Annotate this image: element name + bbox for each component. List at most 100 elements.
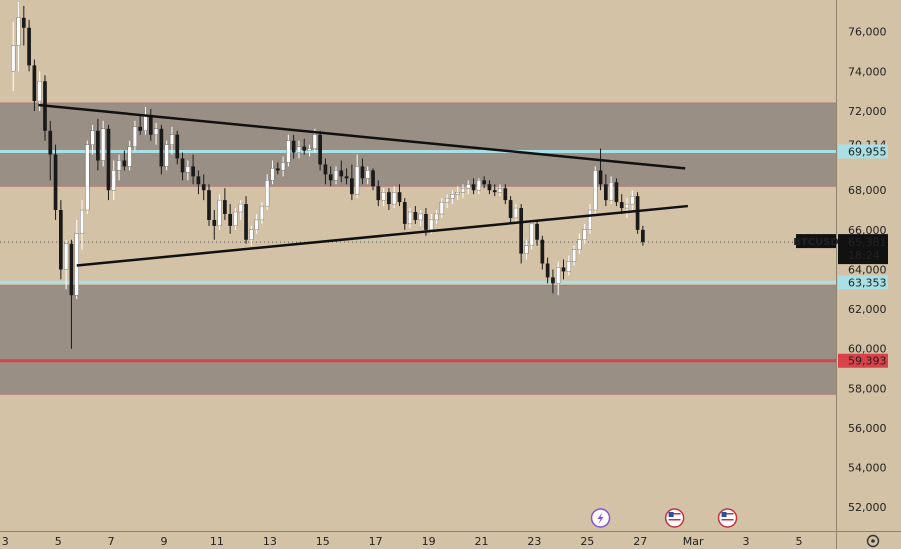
candle-body <box>169 134 174 145</box>
candle-body <box>418 213 423 221</box>
candle-body <box>238 203 243 213</box>
y-tick-label: 72,000 <box>848 105 887 118</box>
resistance-line-tag-label: 69,955 <box>848 145 887 158</box>
candle-body <box>434 213 439 221</box>
candle-body <box>535 223 539 240</box>
candle-body <box>80 209 85 234</box>
x-tick-label: 17 <box>369 535 383 548</box>
flag-stripe <box>721 513 734 515</box>
candle-body <box>228 213 233 226</box>
candle-body <box>48 130 53 155</box>
y-tick-label: 68,000 <box>848 184 887 197</box>
stop-line-tag-label: 59,393 <box>848 355 887 368</box>
stop-line-tag <box>838 353 888 368</box>
x-tick-label: 3 <box>2 535 9 548</box>
candle-body <box>587 209 592 230</box>
candle-body <box>270 168 275 181</box>
flag-stripe <box>721 519 734 521</box>
candle-body <box>603 184 608 201</box>
flag-canton <box>721 512 727 517</box>
candle-body <box>328 174 333 181</box>
candle-body <box>466 184 471 189</box>
candle-body <box>392 192 397 205</box>
descending-trendline[interactable] <box>38 103 686 170</box>
x-tick-label: 23 <box>527 535 541 548</box>
candle-body <box>582 229 587 240</box>
candle-body <box>154 128 159 135</box>
gear-icon[interactable] <box>866 534 880 548</box>
us-flag-event-icon[interactable] <box>664 508 685 528</box>
candle-body <box>339 170 344 177</box>
x-tick-label: 11 <box>210 535 224 548</box>
candle-body <box>529 223 534 246</box>
candle-body <box>524 245 529 254</box>
candle-body <box>117 160 122 171</box>
candle-body <box>127 146 132 167</box>
candle-body <box>519 208 524 254</box>
candle-body <box>64 243 69 270</box>
candle-body <box>508 200 513 218</box>
candle-body <box>286 140 291 163</box>
x-tick-label: 15 <box>316 535 330 548</box>
y-tick-label: 74,000 <box>848 65 887 78</box>
candle-body <box>223 200 227 214</box>
ascending-trendline[interactable] <box>76 204 688 267</box>
candle-body <box>281 162 286 171</box>
y-tick-label: 66,000 <box>848 224 887 237</box>
x-tick-label: Mar <box>683 535 704 548</box>
y-tick-label: 64,000 <box>848 263 887 276</box>
candle-body <box>619 202 624 209</box>
candle-body <box>429 219 434 230</box>
candle-body <box>413 212 418 220</box>
last-price-tag <box>838 234 888 265</box>
candle-body <box>302 146 307 151</box>
candle-body <box>365 170 370 179</box>
candle-body <box>249 229 254 240</box>
candle-body <box>175 134 180 159</box>
candle-body <box>164 144 169 167</box>
candle-body <box>101 128 106 161</box>
flag-stripe <box>721 522 734 524</box>
candle-body <box>148 114 153 135</box>
candle-body <box>196 176 201 185</box>
candle-body <box>143 114 148 131</box>
candle-body <box>439 201 444 215</box>
us-flag-event-icon[interactable] <box>717 508 738 528</box>
candle-body <box>21 17 26 28</box>
candle-body <box>85 144 90 211</box>
candle-body <box>424 213 428 230</box>
candle-body <box>275 168 280 171</box>
candle-body <box>37 81 42 102</box>
candle-body <box>11 45 16 72</box>
candle-body <box>307 148 312 151</box>
y-tick-label: 76,000 <box>848 26 887 39</box>
candle-body <box>291 140 296 153</box>
resistance-line-tag <box>838 144 888 159</box>
symbol-tag <box>796 234 836 249</box>
candle-body <box>556 267 561 284</box>
candle-body <box>376 186 381 201</box>
candle-body <box>344 176 349 179</box>
candle-body <box>487 184 492 191</box>
y-tick-label: 58,000 <box>848 382 887 395</box>
candle-body <box>566 261 571 272</box>
candle-body <box>471 184 476 191</box>
x-tick-label: 9 <box>161 535 168 548</box>
candle-body <box>27 27 31 66</box>
candle-body <box>201 184 206 191</box>
candle-body <box>635 196 640 230</box>
candle-body <box>296 146 301 153</box>
candle-body <box>572 249 577 262</box>
candle-body <box>598 170 603 185</box>
candle-body <box>259 205 264 221</box>
candle-body <box>323 164 328 175</box>
candle-body <box>132 126 137 147</box>
candle-body <box>191 166 195 177</box>
candle-body <box>254 219 259 230</box>
upper-supply-zone <box>0 103 836 187</box>
candle-body <box>593 170 598 211</box>
x-tick-label: 5 <box>55 535 62 548</box>
candle-body <box>16 17 21 46</box>
y-tick-label: 56,000 <box>848 422 887 435</box>
